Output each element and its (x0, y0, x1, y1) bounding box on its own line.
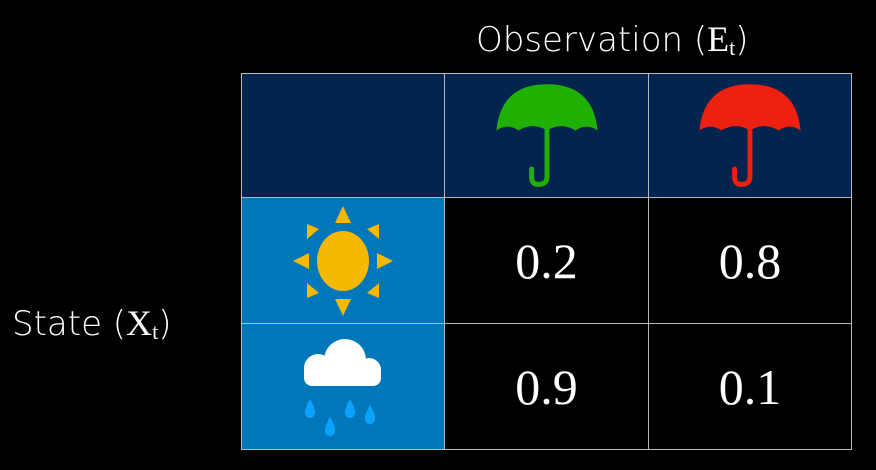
header-umbrella-red (648, 73, 852, 198)
state-label-text: State ( (12, 304, 127, 344)
prob-rain-green: 0.9 (444, 323, 649, 450)
state-sun-cell (241, 197, 445, 324)
prob-sun-green: 0.2 (444, 197, 649, 324)
observation-variable: E (707, 19, 730, 59)
state-variable: X (126, 303, 153, 343)
state-rain-cell (241, 323, 445, 450)
sun-icon (293, 205, 393, 316)
observation-label-close: ) (735, 20, 749, 60)
observation-subscript: t (729, 35, 736, 60)
rain-cloud-icon (304, 338, 381, 436)
observation-axis-label: Observation (Et) (476, 18, 749, 61)
state-axis-label: State (Xt) (12, 302, 171, 345)
header-umbrella-green (444, 73, 649, 198)
state-subscript: t (152, 319, 159, 344)
state-label-close: ) (158, 304, 172, 344)
prob-sun-red: 0.8 (648, 197, 852, 324)
observation-label-text: Observation ( (476, 20, 708, 60)
umbrella-icon (495, 83, 598, 187)
umbrella-icon (699, 83, 801, 187)
prob-rain-red: 0.1 (648, 323, 852, 450)
corner-cell (241, 73, 445, 198)
